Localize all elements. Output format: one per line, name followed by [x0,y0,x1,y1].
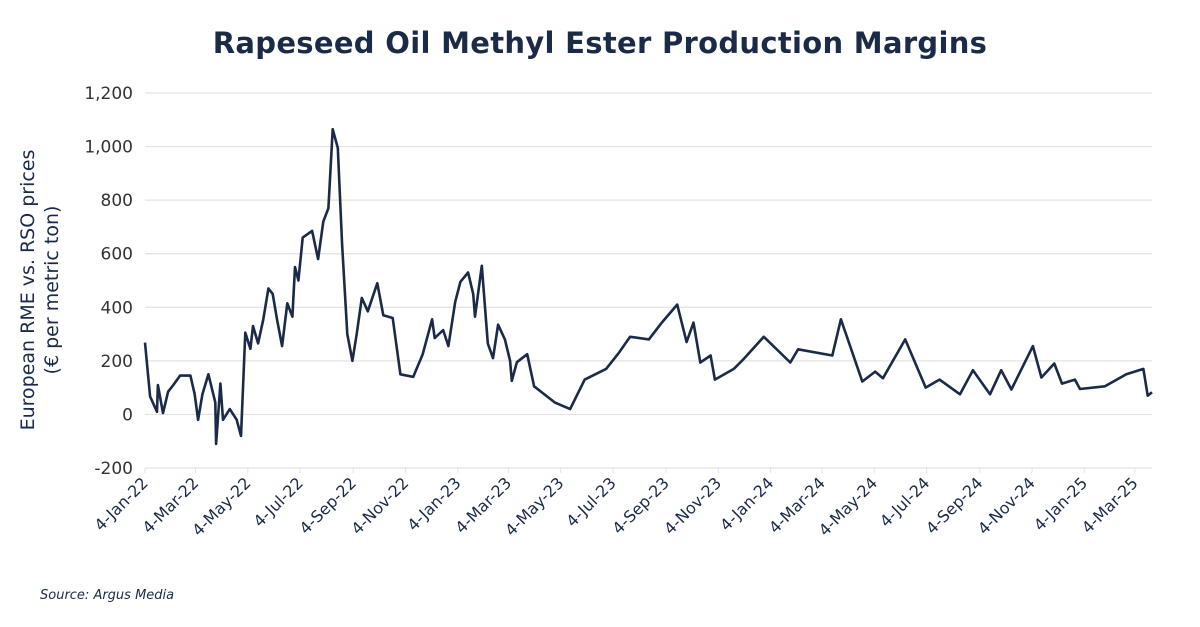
y-tick-label: 800 [101,191,133,211]
x-tick-label: 4-Mar-25 [1078,473,1142,537]
x-tick-label: 4-Nov-22 [347,473,412,538]
gridlines [145,92,1152,469]
series-line [143,127,1153,446]
y-tick-label: 400 [101,298,133,318]
y-tick-label: -200 [94,459,133,479]
y-tick-label: 200 [101,352,133,372]
y-tick-label: 1,200 [84,84,133,104]
x-tick-label: 4-Nov-23 [660,473,725,538]
y-tick-label: 0 [122,405,133,425]
x-tick-label: 4-Nov-24 [974,473,1039,538]
source-note: Source: Argus Media [40,588,175,603]
y-tick-label: 1,000 [84,138,133,158]
y-tick-label: 600 [101,245,133,265]
series-lines [143,127,1153,446]
x-axis-ticks: 4-Jan-224-Mar-224-May-224-Jul-224-Sep-22… [91,468,1142,540]
chart-title: Rapeseed Oil Methyl Ester Production Mar… [212,26,988,60]
y-axis-ticks: -200 0 200 400 600 800 1,000 1,200 [84,84,133,479]
